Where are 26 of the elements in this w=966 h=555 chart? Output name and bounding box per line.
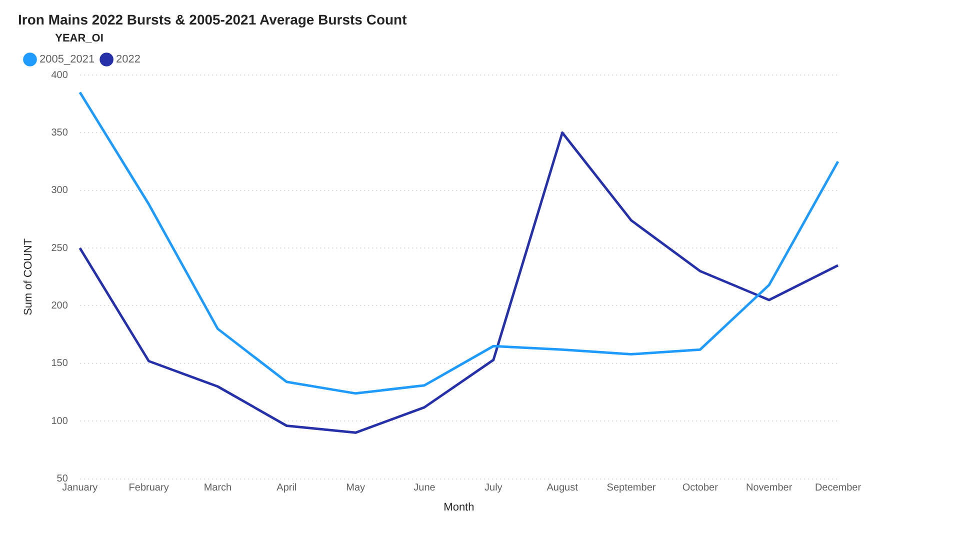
x-tick-label: October [682,482,719,494]
x-tick-label: August [546,482,578,494]
legend-label: 2022 [116,54,141,66]
x-tick-label: March [204,482,232,494]
x-tick-label: July [484,482,502,494]
chart-title: Iron Mains 2022 Bursts & 2005-2021 Average Bursts Count [18,11,408,28]
y-tick-label: 300 [51,185,68,196]
x-tick-label: June [414,482,436,494]
y-tick-label: 100 [51,416,68,427]
y-tick-label: 350 [51,127,68,138]
x-tick-label: November [746,482,793,494]
legend-label: 2005_2021 [40,54,95,66]
x-tick-label: April [276,482,297,494]
x-tick-label: December [814,482,862,494]
x-tick-label: May [346,482,366,494]
y-tick-label: 250 [51,242,68,254]
legend-title: YEAR_OI [55,32,104,44]
x-axis-title: Month [444,501,474,514]
y-tick-label: 150 [51,358,68,370]
y-tick-label: 200 [51,300,68,312]
y-axis-title: Sum of COUNT [22,238,35,316]
x-tick-label: September [606,482,656,494]
x-tick-label: January [62,482,98,494]
x-tick-label: February [128,482,169,494]
y-tick-label: 400 [51,70,68,81]
y-tick-label: 50 [56,474,68,485]
